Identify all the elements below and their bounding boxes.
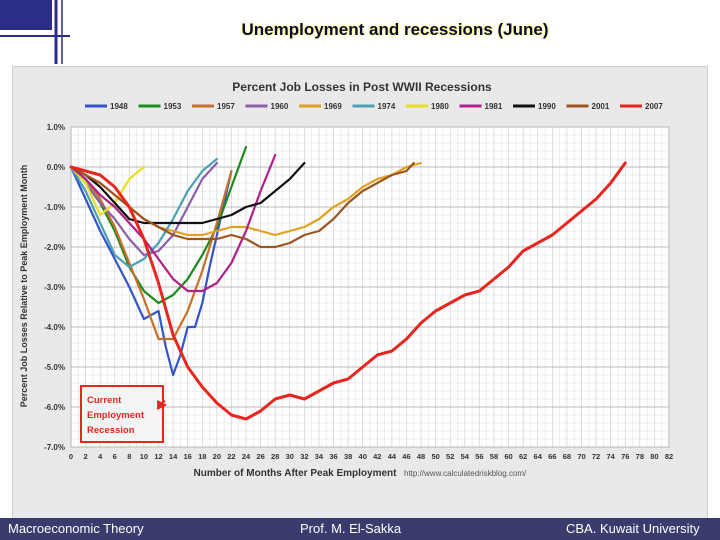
x-tick-label: 60: [504, 452, 512, 461]
x-tick-label: 0: [69, 452, 73, 461]
x-tick-label: 30: [286, 452, 294, 461]
x-tick-label: 42: [373, 452, 381, 461]
x-tick-label: 6: [113, 452, 117, 461]
series-line-1974: [69, 157, 218, 269]
legend-label-2007: 2007: [645, 102, 663, 111]
x-tick-label: 20: [213, 452, 221, 461]
x-tick-label: 18: [198, 452, 206, 461]
y-tick-label: 1.0%: [47, 123, 65, 132]
legend-label-1974: 1974: [378, 102, 396, 111]
series-line-1948: [69, 165, 233, 377]
chart-title: Percent Job Losses in Post WWII Recessio…: [232, 80, 492, 94]
x-tick-label: 44: [388, 452, 397, 461]
footer-institution: CBA. Kuwait University: [566, 521, 700, 536]
x-tick-label: 34: [315, 452, 324, 461]
series-line-1957: [69, 165, 233, 341]
x-axis-label: Number of Months After Peak Employment: [194, 468, 398, 479]
legend-label-1960: 1960: [271, 102, 289, 111]
series-line-1960: [69, 161, 218, 257]
chart-frame: Percent Job Losses in Post WWII Recessio…: [12, 66, 708, 520]
x-tick-label: 46: [402, 452, 410, 461]
x-tick-label: 40: [359, 452, 367, 461]
y-tick-label: -7.0%: [44, 443, 65, 452]
corner-decoration: [0, 0, 70, 64]
annotation-box: Current Employment Recession: [80, 385, 164, 443]
slide-title: Unemployment and recessions (June): [0, 20, 720, 40]
x-tick-label: 72: [592, 452, 600, 461]
x-tick-label: 36: [329, 452, 337, 461]
y-tick-label: -4.0%: [44, 323, 65, 332]
legend-label-1990: 1990: [538, 102, 556, 111]
x-tick-label: 38: [344, 452, 352, 461]
annotation-line-3: Recession: [87, 425, 135, 436]
x-tick-label: 80: [650, 452, 658, 461]
legend-label-1948: 1948: [110, 102, 128, 111]
y-tick-label: -5.0%: [44, 363, 65, 372]
slide-title-text: Unemployment and recessions (June): [241, 20, 549, 39]
x-tick-label: 64: [534, 452, 543, 461]
x-tick-label: 32: [300, 452, 308, 461]
legend-label-1953: 1953: [164, 102, 182, 111]
x-tick-label: 56: [475, 452, 483, 461]
legend-label-1969: 1969: [324, 102, 342, 111]
x-tick-label: 68: [563, 452, 571, 461]
plot-area: 1.0% 0.0% -1.0% -2.0% -3.0% -4.0% -5.0% -6.0% -7…: [44, 123, 673, 461]
series-line-1981: [69, 153, 277, 293]
x-tick-label: 58: [490, 452, 498, 461]
slide-header: Unemployment and recessions (June): [0, 0, 720, 64]
legend-label-2001: 2001: [592, 102, 610, 111]
x-tick-label: 22: [227, 452, 235, 461]
legend-label-1981: 1981: [485, 102, 503, 111]
x-tick-label: 62: [519, 452, 527, 461]
x-tick-label: 28: [271, 452, 279, 461]
job-losses-chart: Percent Job Losses in Post WWII Recessio…: [19, 80, 673, 479]
series-line-2007: [69, 161, 627, 421]
y-tick-label: -6.0%: [44, 403, 65, 412]
chart-legend: 1948 1953 1957 1960 1969 1974 1980 1981 1990 2001…: [85, 102, 663, 111]
x-tick-label: 54: [461, 452, 470, 461]
x-tick-label: 10: [140, 452, 148, 461]
x-tick-label: 8: [127, 452, 131, 461]
x-tick-label: 4: [98, 452, 103, 461]
y-tick-label: -1.0%: [44, 203, 65, 212]
annotation-line-2: Employment: [87, 410, 145, 421]
x-tick-label: 76: [621, 452, 629, 461]
footer-course: Macroeconomic Theory: [8, 521, 144, 536]
x-tick-label: 78: [636, 452, 644, 461]
x-tick-label: 12: [154, 452, 162, 461]
annotation-line-1: Current: [87, 395, 122, 406]
x-tick-label: 74: [606, 452, 615, 461]
series-line-1990: [69, 161, 306, 225]
x-tick-label: 48: [417, 452, 425, 461]
y-tick-label: -2.0%: [44, 243, 65, 252]
y-tick-label: -3.0%: [44, 283, 65, 292]
x-tick-label: 14: [169, 452, 178, 461]
series-line-1980: [69, 165, 145, 217]
annotation-arrow: [157, 400, 168, 410]
source-url: http://www.calculatedriskblog.com/: [404, 469, 527, 478]
x-tick-label: 24: [242, 452, 251, 461]
legend-label-1957: 1957: [217, 102, 235, 111]
y-axis-label: Percent Job Losses Relative to Peak Empl…: [19, 165, 29, 408]
x-tick-label: 16: [184, 452, 192, 461]
y-tick-label: 0.0%: [47, 163, 65, 172]
annotation-arrow-head: [157, 400, 168, 410]
x-tick-label: 70: [577, 452, 585, 461]
x-tick-label: 50: [431, 452, 439, 461]
x-tick-label: 66: [548, 452, 556, 461]
x-tick-label: 82: [665, 452, 673, 461]
slide-footer: Macroeconomic Theory Prof. M. El-Sakka C…: [0, 518, 720, 540]
x-tick-label: 26: [256, 452, 264, 461]
x-tick-label: 2: [83, 452, 87, 461]
footer-author: Prof. M. El-Sakka: [300, 521, 402, 536]
x-tick-label: 52: [446, 452, 454, 461]
legend-label-1980: 1980: [431, 102, 449, 111]
